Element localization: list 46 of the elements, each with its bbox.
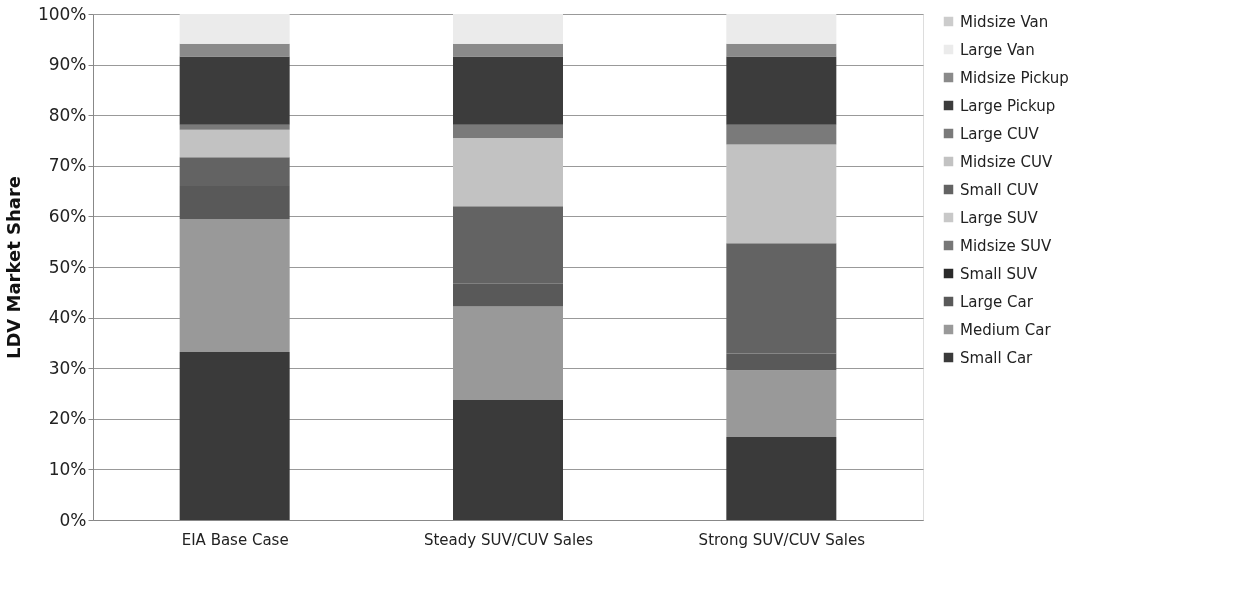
bar	[726, 437, 837, 520]
y-tick-label: 70%	[48, 155, 87, 176]
bar	[726, 144, 837, 244]
bar	[453, 400, 563, 520]
bar	[179, 129, 290, 158]
legend-label: Large Van	[960, 40, 1035, 59]
legend-label: Large SUV	[960, 208, 1039, 227]
y-axis-title: LDV Market Share	[2, 175, 24, 360]
y-tick-label: 40%	[48, 307, 87, 328]
legend-label: Small SUV	[960, 264, 1038, 283]
bar	[726, 43, 837, 57]
bar	[726, 14, 837, 44]
legend-label: Small Car	[960, 348, 1034, 367]
x-tick-label: Strong SUV/CUV Sales	[698, 530, 866, 549]
y-tick-label: 50%	[48, 256, 87, 277]
bar	[726, 124, 837, 145]
bar	[179, 14, 290, 44]
legend-label: Small CUV	[960, 180, 1039, 199]
legend-label: Midsize SUV	[960, 236, 1052, 255]
y-tick-label: 80%	[48, 104, 87, 125]
x-tick-label: EIA Base Case	[181, 530, 289, 549]
y-tick-label: 60%	[48, 205, 87, 226]
legend-label: Medium Car	[960, 320, 1052, 339]
y-tick-label: 0%	[59, 509, 87, 530]
legend-label: Midsize Pickup	[960, 68, 1069, 87]
bar	[453, 43, 563, 57]
y-tick-label: 30%	[48, 357, 87, 378]
bar	[453, 56, 563, 125]
legend-label: Large Pickup	[960, 96, 1056, 115]
bar	[726, 56, 837, 125]
bar	[179, 43, 290, 57]
y-tick-label: 100%	[37, 3, 87, 24]
y-tick-label: 20%	[48, 408, 87, 429]
bar	[179, 124, 290, 130]
x-tick-label: Steady SUV/CUV Sales	[423, 530, 594, 549]
bar	[179, 352, 290, 520]
bar	[453, 14, 563, 44]
legend-label: Midsize Van	[960, 12, 1049, 31]
bar	[179, 56, 290, 125]
legend-label: Large Car	[960, 292, 1034, 311]
bar	[453, 124, 563, 138]
legend-label: Large CUV	[960, 124, 1040, 143]
legend-label: Midsize CUV	[960, 152, 1053, 171]
y-tick-label: 10%	[48, 458, 87, 479]
bar	[453, 137, 563, 207]
y-tick-label: 90%	[48, 54, 87, 75]
